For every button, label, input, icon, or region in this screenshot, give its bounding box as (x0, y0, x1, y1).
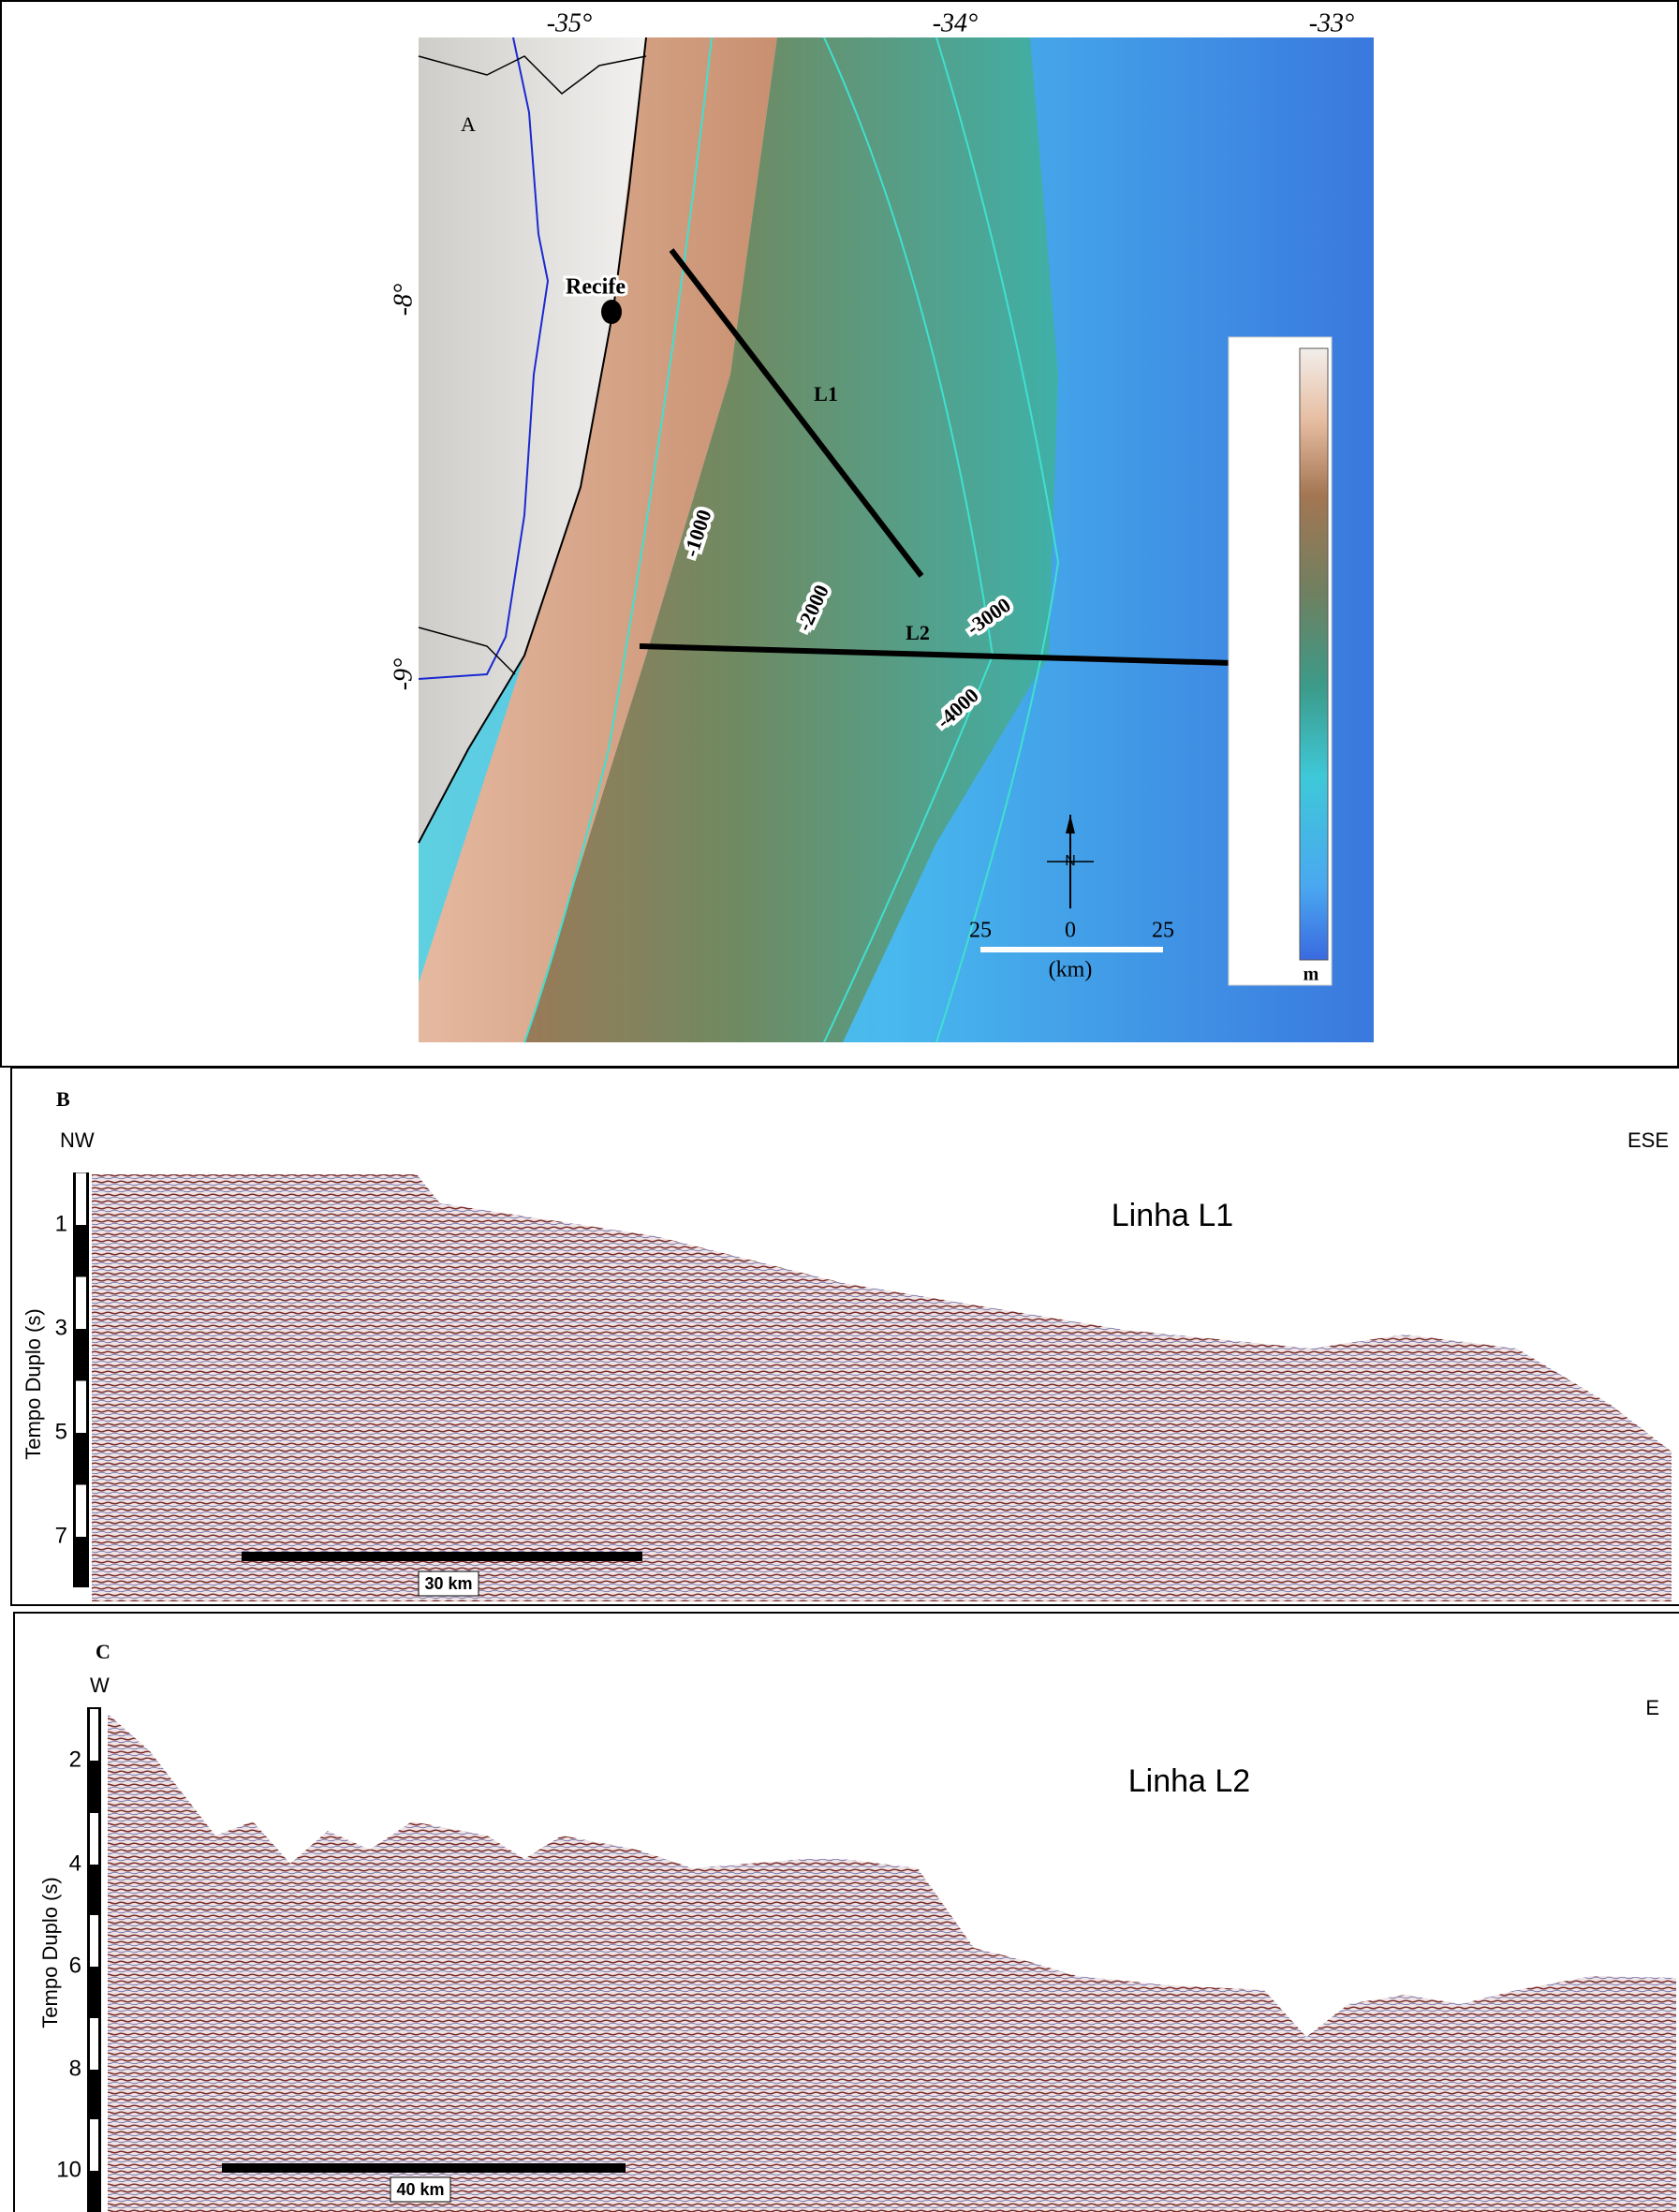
scale-label: 40 km (396, 2180, 444, 2199)
section-title: Linha L1 (1112, 1198, 1233, 1233)
scale-bar (222, 2163, 626, 2173)
axis-segment (76, 1277, 86, 1330)
axis-segment (90, 2018, 98, 2070)
time-tick-label: 8 (69, 2056, 81, 2081)
direction-left: NW (60, 1128, 95, 1152)
axis-segment (90, 1709, 98, 1761)
figure: 4830-300-900-1500-2100-2700-3600-4200-45… (0, 0, 1679, 2212)
lon-label: -33° (1309, 8, 1355, 37)
lat-label: -8° (389, 284, 418, 317)
time-tick-label: 6 (69, 1953, 81, 1978)
scale-label: 30 km (424, 1574, 472, 1593)
scale-bar (242, 1552, 642, 1561)
axis-segment (76, 1381, 86, 1434)
axis-label: Tempo Duplo (s) (22, 1308, 45, 1459)
section-title: Linha L2 (1128, 1763, 1250, 1799)
direction-right: E (1645, 1696, 1659, 1719)
time-tick-label: 10 (56, 2157, 81, 2182)
axis-segment (76, 1485, 86, 1538)
lon-label: -35° (547, 8, 593, 37)
line-label: L1 (814, 382, 838, 406)
axis-segment (90, 1813, 98, 1865)
axis-segment (76, 1173, 86, 1226)
north-label: N (1065, 853, 1076, 869)
axis-segment (90, 1915, 98, 1967)
time-tick-label: 5 (55, 1419, 67, 1444)
seismic-section (92, 1174, 1672, 1601)
scale-unit: (km) (1049, 958, 1093, 982)
city-label: Recife (566, 275, 626, 300)
time-tick-label: 4 (69, 1851, 81, 1876)
scale-label: 25 (1152, 919, 1174, 943)
lat-label: -9° (389, 658, 418, 691)
scale-label: 0 (1065, 919, 1076, 943)
lon-label: -34° (933, 8, 979, 37)
time-tick-label: 2 (69, 1747, 81, 1772)
panel-label: C (96, 1640, 110, 1663)
scale-label: 25 (969, 919, 992, 943)
time-tick-label: 7 (55, 1523, 67, 1548)
line-label: L2 (906, 621, 930, 644)
colorbar-unit: m (1303, 965, 1319, 985)
seismic-section (108, 1714, 1676, 2212)
direction-right: ESE (1627, 1128, 1669, 1152)
axis-label: Tempo Duplo (s) (38, 1877, 62, 2028)
time-tick-label: 1 (55, 1211, 67, 1236)
colorbar: m (1229, 337, 1332, 985)
direction-left: W (90, 1674, 110, 1697)
time-tick-label: 3 (55, 1315, 67, 1340)
axis-segment (90, 2119, 98, 2171)
panel-label: B (56, 1087, 70, 1111)
panel-label: A (461, 112, 476, 136)
